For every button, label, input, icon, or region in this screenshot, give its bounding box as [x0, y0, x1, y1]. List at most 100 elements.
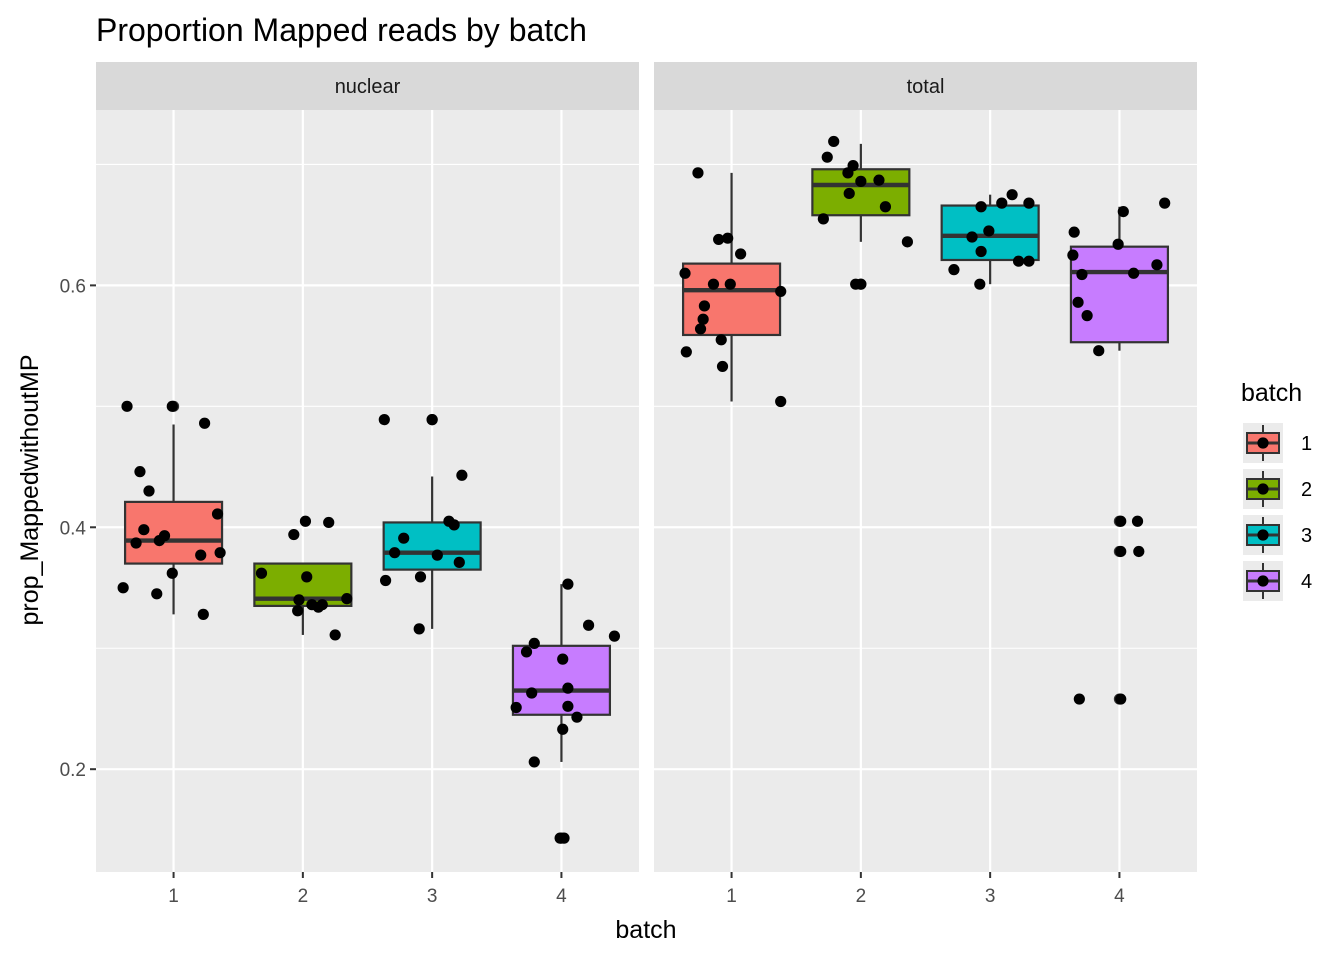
y-axis-title: prop_MappedwithoutMP: [16, 355, 44, 626]
x-tick-label: 2: [856, 886, 867, 907]
legend-label: 4: [1301, 571, 1312, 593]
data-point: [1115, 693, 1127, 705]
x-tick-label: 4: [1114, 886, 1125, 907]
data-point: [697, 313, 709, 325]
facet-panels: nuclear 0.2 0.4 0.6 1 2 3 4 total 1 2 3 4: [60, 62, 1197, 907]
facet-strip: [96, 62, 639, 110]
data-point: [1128, 267, 1140, 279]
data-point: [214, 547, 226, 559]
panel-background: [654, 110, 1197, 872]
data-point: [426, 414, 438, 426]
box-batch-4: [1069, 206, 1170, 705]
facet-strip: [654, 62, 1197, 110]
data-point: [526, 687, 538, 699]
x-tick-label: 4: [556, 886, 567, 907]
data-point: [948, 264, 960, 276]
data-point: [166, 400, 178, 412]
data-point: [582, 619, 595, 631]
data-point: [996, 197, 1008, 209]
data-point: [975, 201, 987, 213]
box-iqr: [1069, 245, 1170, 344]
data-point: [1117, 206, 1129, 218]
data-point: [1072, 296, 1084, 308]
data-point: [510, 701, 522, 714]
legend-key-point: [1257, 529, 1269, 541]
legend-item-2: 2: [1243, 469, 1312, 509]
data-point: [378, 414, 390, 426]
data-point: [1006, 189, 1018, 201]
data-point: [299, 515, 312, 527]
data-point: [975, 245, 987, 258]
box-iqr: [382, 521, 482, 571]
data-point: [562, 578, 574, 590]
y-tick-label: 0.4: [60, 518, 87, 539]
data-point: [694, 323, 707, 335]
data-point: [1093, 345, 1105, 357]
data-point: [698, 300, 711, 312]
data-point: [288, 528, 300, 541]
data-point: [722, 232, 734, 244]
data-point: [715, 334, 727, 346]
data-point: [1012, 255, 1025, 267]
x-tick-label: 2: [298, 886, 309, 907]
data-point: [1067, 249, 1079, 261]
x-axis-title: batch: [615, 916, 676, 944]
data-point: [821, 151, 833, 163]
data-point: [117, 582, 129, 594]
facet-strip-label: total: [907, 76, 945, 98]
data-point: [130, 537, 142, 549]
data-point: [901, 236, 914, 248]
data-point: [329, 629, 341, 641]
box-batch-1: [681, 172, 782, 402]
data-point: [413, 623, 425, 635]
data-point: [414, 571, 427, 583]
legend-key-point: [1257, 437, 1269, 449]
data-point: [151, 588, 163, 600]
data-point: [692, 167, 704, 179]
legend-item-3: 3: [1243, 515, 1312, 555]
legend-label: 3: [1301, 525, 1312, 547]
legend-item-1: 1: [1243, 423, 1312, 463]
legend-title: batch: [1241, 379, 1302, 407]
facet-panel-nuclear: nuclear 0.2 0.4 0.6 1 2 3 4: [60, 62, 639, 907]
data-point: [1133, 545, 1145, 558]
data-point: [166, 567, 178, 579]
data-point: [1023, 255, 1035, 267]
data-point: [680, 346, 692, 358]
data-point: [843, 187, 855, 200]
data-point: [197, 608, 209, 620]
data-point: [520, 646, 533, 658]
chart-title: Proportion Mapped reads by batch: [96, 12, 587, 48]
data-point: [608, 630, 621, 642]
data-point: [316, 599, 328, 611]
legend-label: 1: [1301, 433, 1312, 455]
data-point: [255, 567, 268, 579]
data-point: [431, 549, 443, 561]
data-point: [557, 653, 569, 665]
data-point: [453, 556, 465, 568]
data-point: [1068, 226, 1080, 238]
y-tick-label: 0.6: [60, 276, 86, 297]
data-point: [775, 285, 787, 298]
legend-label: 2: [1301, 479, 1312, 501]
data-point: [1115, 545, 1127, 558]
y-tick-label: 0.2: [60, 760, 86, 781]
data-point: [143, 485, 155, 497]
data-point: [448, 519, 460, 531]
data-point: [158, 530, 171, 542]
data-point: [1076, 268, 1088, 281]
data-point: [301, 571, 313, 583]
data-point: [724, 278, 736, 290]
data-point: [828, 135, 840, 148]
data-point: [974, 278, 986, 290]
x-tick-label: 3: [985, 886, 996, 907]
data-point: [292, 605, 304, 617]
data-point: [775, 395, 787, 408]
data-point: [847, 160, 859, 172]
data-point: [855, 175, 867, 187]
x-tick-label: 1: [168, 886, 179, 907]
data-point: [341, 593, 353, 605]
legend-key-point: [1257, 575, 1269, 587]
legend-item-4: 4: [1243, 561, 1312, 601]
